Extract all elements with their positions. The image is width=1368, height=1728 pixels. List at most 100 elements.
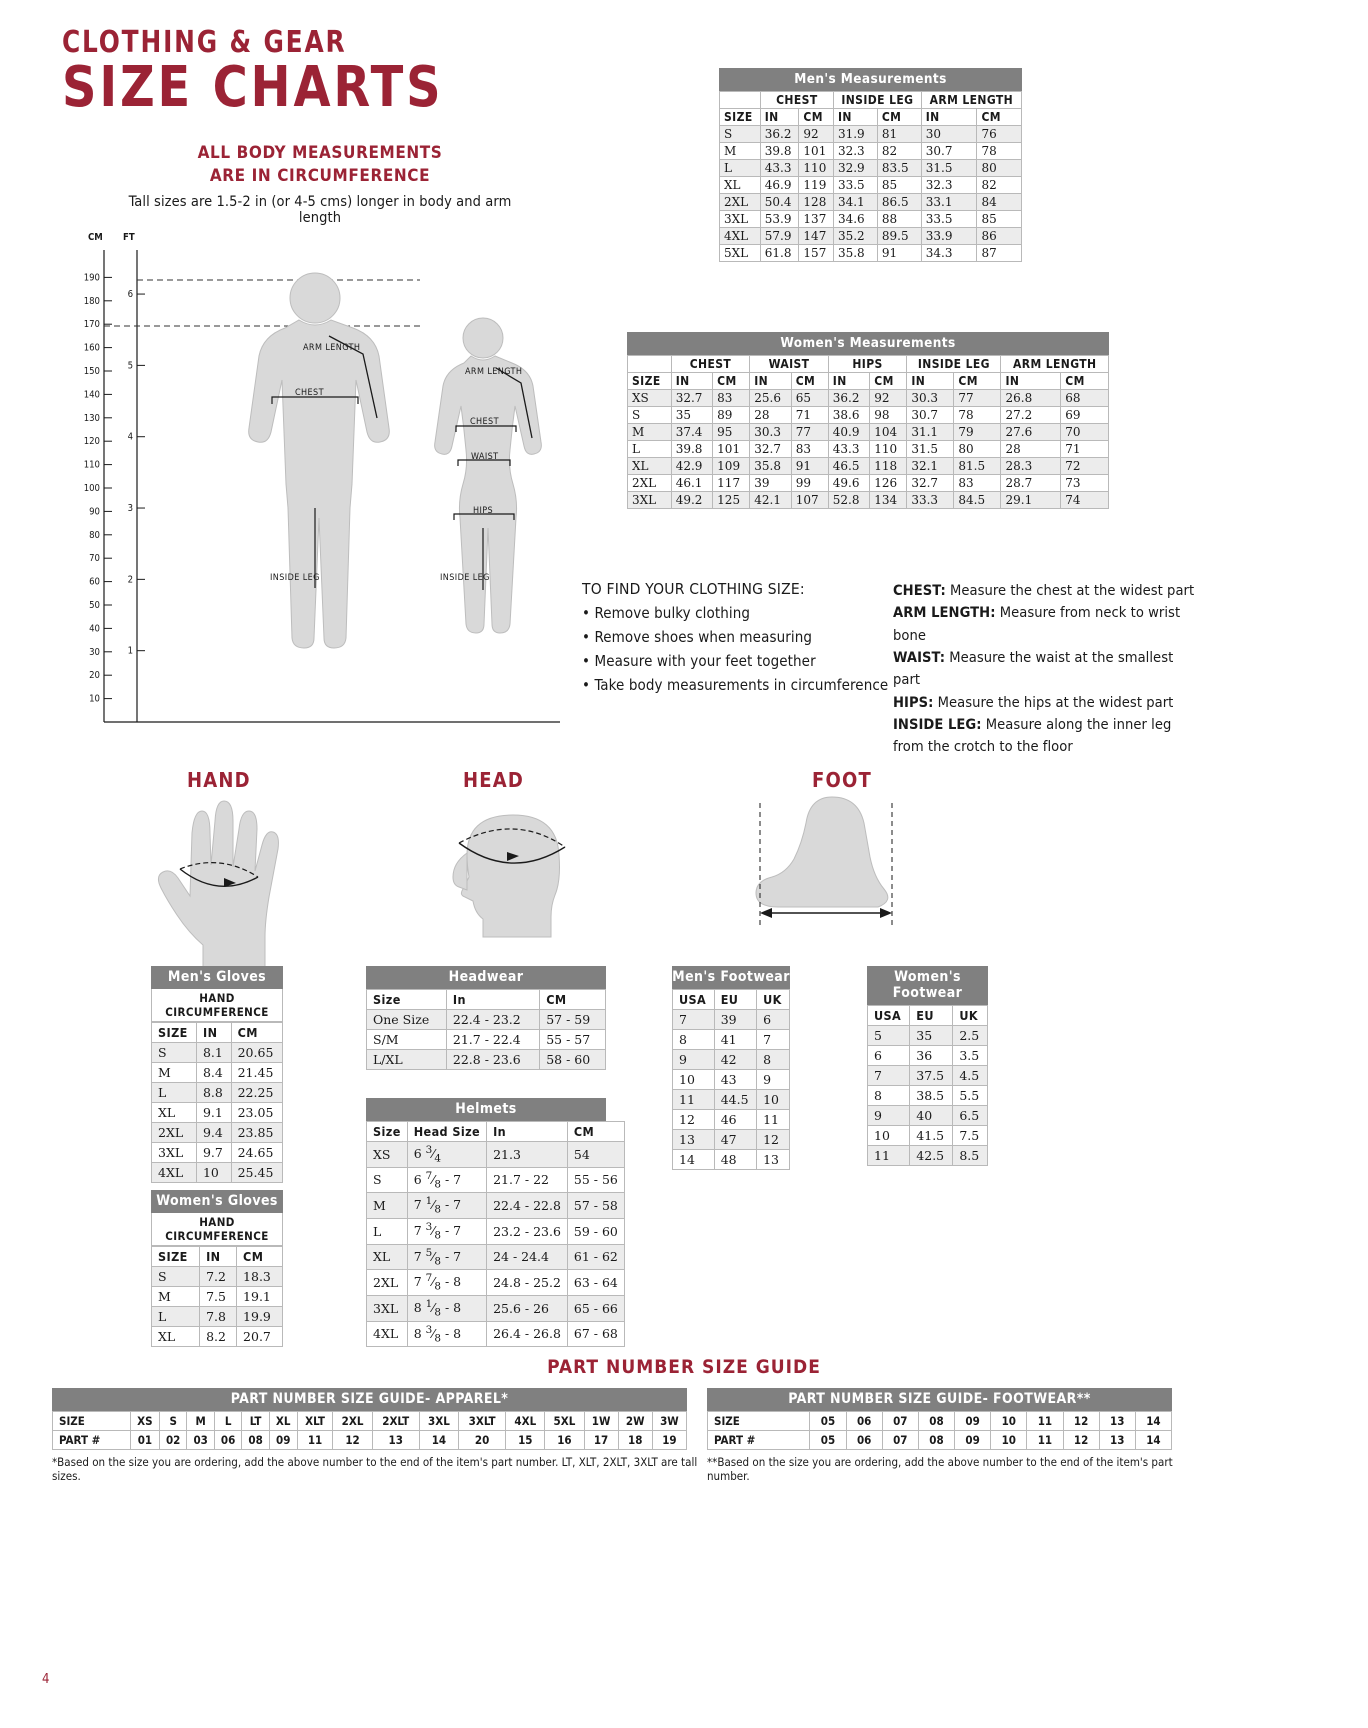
size-header: SIZE	[719, 108, 761, 126]
column-header: In	[445, 989, 541, 1010]
value-cell: 41	[713, 1029, 758, 1050]
ft-tick-label: 5	[128, 360, 133, 371]
womens-measurements-title: Women's Measurements	[627, 332, 1109, 355]
womens-measurements-body: XS 32.7 83 25.6 65 36.2 92 30.3 77 26.8 68 S 35 89 28 7…	[627, 389, 1109, 509]
row-label: SIZE	[52, 1411, 131, 1431]
value-cell: 6.5	[952, 1105, 988, 1126]
value-cell: One Size	[366, 1009, 447, 1030]
table-row: M 39.8 101 32.3 82 30.7 78	[719, 142, 1022, 160]
value-cell: 9.1	[195, 1102, 232, 1123]
table-row: XS 32.7 83 25.6 65 36.2 92 30.3 77 26.8 68	[627, 389, 1109, 407]
cm-tick-label: 140	[84, 389, 100, 400]
value-cell: 79	[953, 423, 1002, 441]
value-cell: 18.3	[236, 1266, 283, 1287]
unit-in: IN	[749, 372, 792, 390]
value-cell: 109	[712, 457, 751, 475]
cm-tick-label: 50	[89, 600, 100, 611]
value-cell: 2XLT	[371, 1411, 420, 1431]
column-header: UK	[756, 989, 790, 1010]
table-row: PART #05 06 07 08 09 10 11 12 13 14	[706, 1430, 1173, 1450]
title-line-1: CLOTHING & GEAR	[62, 25, 347, 60]
value-cell: 2XL	[332, 1411, 373, 1431]
helmets-body: XS 6 3⁄4 21.3 54 S 6 7⁄8 - 7 21.7 - 22 55 - 56 M…	[366, 1141, 625, 1348]
table-row: 4XL 8 3⁄8 - 8 26.4 - 26.8 67 - 68	[366, 1320, 625, 1348]
size-cell: 2XL	[627, 474, 672, 492]
value-cell: 2.5	[952, 1025, 988, 1046]
how-to-list: • Remove bulky clothing • Remove shoes wh…	[582, 604, 892, 694]
list-item: • Take body measurements in circumferenc…	[582, 676, 889, 694]
table-row: L 7.8 19.9	[150, 1306, 283, 1327]
value-cell: 34.6	[832, 210, 878, 228]
value-cell: 8.1	[195, 1042, 232, 1063]
mens-footwear-table: Men's Footwear USA EU UK 7 39 6 8 41 7 9 42 8 10 43 9…	[672, 966, 790, 1170]
body-measurement-figure: CM FT 190 180 170 160 150 140 130 120 110 100 90 80…	[60, 228, 580, 738]
group-waist: WAIST	[749, 355, 829, 373]
part-number-footwear-table: PART NUMBER SIZE GUIDE- FOOTWEAR** SIZE 0…	[706, 1388, 1173, 1450]
table-row: 3XL 53.9 137 34.6 88 33.5 85	[719, 210, 1022, 228]
svg-text:ARM LENGTH: ARM LENGTH	[465, 367, 522, 377]
value-cell: 5	[866, 1025, 911, 1046]
mens-gloves-subheader: HAND CIRCUMFERENCE	[151, 989, 283, 1022]
ft-tick-label: 3	[128, 503, 133, 514]
value-cell: 53.9	[759, 210, 800, 228]
value-cell: 89	[712, 406, 751, 424]
column-header: Size	[366, 1121, 408, 1142]
svg-text:INSIDE LEG: INSIDE LEG	[270, 573, 320, 583]
value-cell: 49.6	[827, 474, 871, 492]
cm-tick-label: 130	[84, 413, 100, 424]
value-cell: 3XL	[151, 1142, 197, 1163]
cm-tick-label: 150	[84, 366, 100, 377]
value-cell: 32.7	[749, 440, 792, 458]
value-cell: M	[151, 1062, 197, 1083]
value-cell: 7 7⁄8 - 8	[406, 1269, 488, 1296]
ft-tick-label: 6	[128, 289, 133, 300]
value-cell: 101	[712, 440, 751, 458]
value-cell: 8.5	[952, 1145, 988, 1166]
value-cell: 11	[296, 1430, 334, 1450]
value-cell: 4XL	[151, 1162, 197, 1183]
value-cell: 8	[756, 1049, 790, 1070]
column-header: EU	[713, 989, 758, 1010]
value-cell: 9.4	[195, 1122, 232, 1143]
value-cell: 5.5	[952, 1085, 988, 1106]
cm-tick-label: 30	[89, 647, 100, 658]
how-to-heading: TO FIND YOUR CLOTHING SIZE:	[582, 580, 805, 598]
value-cell: 08	[917, 1411, 956, 1431]
table-row: M 37.4 95 30.3 77 40.9 104 31.1 79 27.6 70	[627, 423, 1109, 441]
tall-size-note: Tall sizes are 1.5-2 in (or 4-5 cms) lon…	[128, 194, 512, 227]
table-row: 4XL 10 25.45	[151, 1162, 284, 1183]
table-row: 10 41.5 7.5	[866, 1125, 988, 1146]
value-cell: 32.7	[670, 389, 714, 407]
value-cell: 82	[876, 142, 922, 160]
value-cell: 39	[749, 474, 792, 492]
definition-item: HIPS: Measure the hips at the widest par…	[893, 693, 1174, 711]
size-cell: M	[627, 423, 672, 441]
row-label: PART #	[706, 1430, 811, 1450]
value-cell: 17	[583, 1430, 619, 1450]
column-header: USA	[866, 1005, 911, 1026]
value-cell: XS	[129, 1411, 160, 1431]
column-header: In	[486, 1121, 568, 1142]
size-cell: 4XL	[719, 227, 761, 245]
value-cell: 37.4	[670, 423, 714, 441]
value-cell: 49.2	[670, 491, 714, 509]
value-cell: 03	[186, 1430, 215, 1450]
value-cell: 33.5	[832, 176, 878, 194]
value-cell: 65 - 66	[566, 1294, 625, 1322]
value-cell: 35	[670, 406, 714, 424]
value-cell: 27.2	[1000, 406, 1062, 424]
table-row: XL 7 5⁄8 - 7 24 - 24.4 61 - 62	[366, 1243, 625, 1271]
unit-cm: CM	[876, 108, 922, 126]
value-cell: XLT	[296, 1411, 334, 1431]
cm-tick-label: 160	[84, 343, 100, 354]
part-number-footwear-title: PART NUMBER SIZE GUIDE- FOOTWEAR**	[707, 1388, 1172, 1411]
value-cell: 67 - 68	[566, 1320, 625, 1348]
definition-list: CHEST: Measure the chest at the widest p…	[893, 580, 1203, 759]
group-inside-leg: INSIDE LEG	[832, 91, 922, 109]
value-cell: 110	[869, 440, 908, 458]
value-cell: 22.4 - 22.8	[486, 1192, 568, 1219]
table-row: PART #01 02 03 06 08 09 11 12 13 14 20 15 16 17 18 19	[52, 1430, 688, 1450]
value-cell: 16	[544, 1430, 585, 1450]
